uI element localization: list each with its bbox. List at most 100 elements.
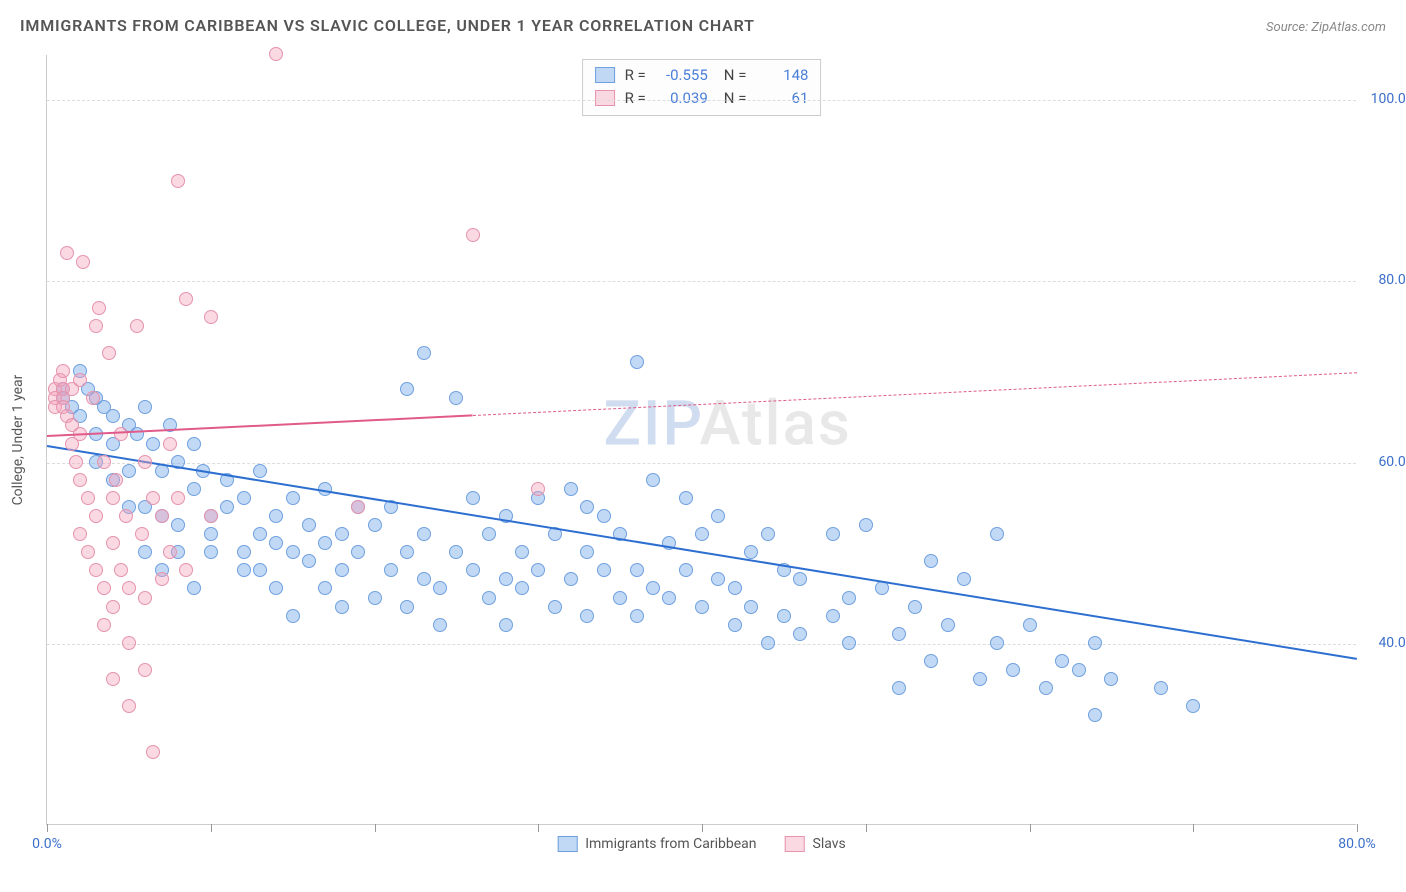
scatter-point-caribbean <box>695 600 709 614</box>
scatter-point-caribbean <box>892 627 906 641</box>
scatter-point-caribbean <box>1104 672 1118 686</box>
x-tick <box>866 824 867 832</box>
scatter-point-caribbean <box>499 618 513 632</box>
scatter-point-caribbean <box>466 563 480 577</box>
legend-r-label: R = <box>625 87 646 110</box>
series-swatch-caribbean <box>557 836 577 852</box>
scatter-point-slavs <box>106 536 120 550</box>
scatter-point-slavs <box>138 455 152 469</box>
source-label: Source: ZipAtlas.com <box>1266 20 1386 35</box>
scatter-point-slavs <box>92 301 106 315</box>
scatter-point-caribbean <box>400 600 414 614</box>
watermark-zip: ZIP <box>604 388 700 461</box>
legend-n-value-caribbean: 148 <box>756 64 808 87</box>
scatter-point-caribbean <box>630 563 644 577</box>
series-label-slavs: Slavs <box>813 836 846 852</box>
scatter-point-caribbean <box>368 591 382 605</box>
scatter-point-caribbean <box>515 581 529 595</box>
plot-container: College, Under 1 year ZIPAtlas R =-0.555… <box>46 55 1356 825</box>
x-tick <box>1357 824 1358 832</box>
scatter-point-caribbean <box>400 545 414 559</box>
scatter-point-caribbean <box>679 563 693 577</box>
scatter-point-caribbean <box>1186 699 1200 713</box>
scatter-point-slavs <box>179 292 193 306</box>
scatter-point-caribbean <box>220 500 234 514</box>
scatter-point-slavs <box>60 246 74 260</box>
scatter-point-caribbean <box>941 618 955 632</box>
scatter-point-caribbean <box>744 600 758 614</box>
scatter-point-slavs <box>69 455 83 469</box>
gridline-h <box>47 463 1356 464</box>
scatter-point-caribbean <box>433 581 447 595</box>
scatter-point-caribbean <box>924 554 938 568</box>
scatter-point-caribbean <box>237 491 251 505</box>
scatter-point-caribbean <box>564 482 578 496</box>
scatter-point-caribbean <box>187 437 201 451</box>
scatter-point-caribbean <box>973 672 987 686</box>
scatter-point-caribbean <box>253 464 267 478</box>
y-tick-label: 80.0% <box>1378 272 1406 288</box>
plot-area: ZIPAtlas R =-0.555N =148R =0.039N =61 Im… <box>46 55 1356 825</box>
legend-r-label: R = <box>625 64 646 87</box>
scatter-point-slavs <box>146 745 160 759</box>
y-tick-label: 100.0% <box>1371 91 1406 107</box>
scatter-point-caribbean <box>1055 654 1069 668</box>
scatter-point-slavs <box>81 545 95 559</box>
scatter-point-caribbean <box>269 581 283 595</box>
scatter-point-caribbean <box>237 563 251 577</box>
scatter-point-caribbean <box>286 545 300 559</box>
scatter-point-slavs <box>138 663 152 677</box>
scatter-point-caribbean <box>318 581 332 595</box>
scatter-point-slavs <box>114 563 128 577</box>
y-tick-label: 60.0% <box>1378 454 1406 470</box>
scatter-point-slavs <box>155 509 169 523</box>
gridline-h <box>47 281 1356 282</box>
scatter-point-slavs <box>269 47 283 61</box>
scatter-point-caribbean <box>466 491 480 505</box>
x-tick <box>538 824 539 832</box>
scatter-point-caribbean <box>613 591 627 605</box>
scatter-point-slavs <box>122 636 136 650</box>
scatter-point-slavs <box>351 500 365 514</box>
scatter-point-caribbean <box>335 563 349 577</box>
scatter-point-caribbean <box>204 545 218 559</box>
scatter-point-slavs <box>204 509 218 523</box>
x-tick <box>47 824 48 832</box>
scatter-point-caribbean <box>433 618 447 632</box>
scatter-point-slavs <box>466 228 480 242</box>
scatter-point-caribbean <box>793 572 807 586</box>
scatter-point-slavs <box>138 591 152 605</box>
scatter-point-slavs <box>56 364 70 378</box>
scatter-point-slavs <box>171 174 185 188</box>
scatter-point-slavs <box>97 581 111 595</box>
scatter-point-slavs <box>179 563 193 577</box>
scatter-point-caribbean <box>417 572 431 586</box>
scatter-point-caribbean <box>744 545 758 559</box>
scatter-point-caribbean <box>990 527 1004 541</box>
scatter-point-slavs <box>119 509 133 523</box>
scatter-point-caribbean <box>269 536 283 550</box>
scatter-point-caribbean <box>302 554 316 568</box>
scatter-point-caribbean <box>728 581 742 595</box>
scatter-point-slavs <box>81 491 95 505</box>
legend-r-value-caribbean: -0.555 <box>656 64 708 87</box>
scatter-point-caribbean <box>826 609 840 623</box>
scatter-point-caribbean <box>449 545 463 559</box>
scatter-point-caribbean <box>89 427 103 441</box>
scatter-point-caribbean <box>892 681 906 695</box>
scatter-point-caribbean <box>187 482 201 496</box>
legend-r-value-slavs: 0.039 <box>656 87 708 110</box>
scatter-point-slavs <box>106 491 120 505</box>
x-tick <box>211 824 212 832</box>
scatter-point-slavs <box>204 310 218 324</box>
scatter-point-caribbean <box>728 618 742 632</box>
series-swatch-slavs <box>785 836 805 852</box>
scatter-point-caribbean <box>679 491 693 505</box>
scatter-point-caribbean <box>122 464 136 478</box>
legend-row-caribbean: R =-0.555N =148 <box>595 64 809 87</box>
scatter-point-caribbean <box>482 591 496 605</box>
scatter-point-caribbean <box>187 581 201 595</box>
x-tick <box>1030 824 1031 832</box>
scatter-point-caribbean <box>482 527 496 541</box>
series-label-caribbean: Immigrants from Caribbean <box>585 836 756 852</box>
